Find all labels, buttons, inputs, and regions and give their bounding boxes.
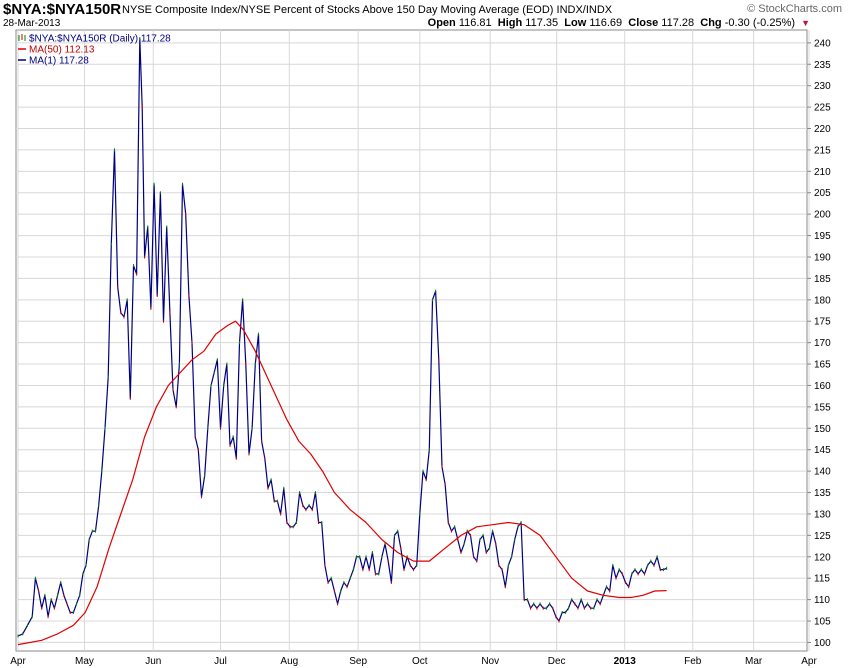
- symbol-description: NYSE Composite Index/NYSE Percent of Sto…: [122, 4, 612, 16]
- y-tick-label: 240: [814, 38, 831, 49]
- y-tick-label: 125: [814, 531, 831, 542]
- x-tick-label: Jul: [214, 656, 227, 667]
- legend-label: MA(50) 112.13: [29, 45, 95, 56]
- x-tick-label: Oct: [412, 656, 428, 667]
- y-tick-label: 190: [814, 252, 831, 263]
- y-tick-label: 150: [814, 424, 831, 435]
- ohlc-readout: Open 116.81 High 117.35 Low 116.69 Close…: [428, 17, 810, 29]
- plot-frame: [15, 29, 808, 652]
- y-tick-label: 145: [814, 445, 831, 456]
- y-tick-label: 135: [814, 488, 831, 499]
- y-tick-label: 120: [814, 552, 831, 563]
- x-tick-label: Jun: [145, 656, 161, 667]
- chart-date: 28-Mar-2013: [3, 18, 61, 29]
- open-label: Open: [427, 17, 456, 29]
- y-tick-label: 235: [814, 60, 831, 71]
- y-tick-label: 200: [814, 210, 831, 221]
- close-value: 117.28: [661, 17, 695, 29]
- y-tick-label: 140: [814, 467, 831, 478]
- y-tick-label: 160: [814, 381, 831, 392]
- y-tick-label: 165: [814, 360, 831, 371]
- legend-label: MA(1) 117.28: [29, 56, 89, 67]
- y-tick-label: 180: [814, 295, 831, 306]
- y-tick-label: 230: [814, 81, 831, 92]
- y-tick-label: 110: [814, 595, 830, 606]
- y-tick-label: 115: [814, 574, 830, 585]
- y-tick-label: 185: [814, 274, 831, 285]
- y-tick-label: 210: [814, 167, 831, 178]
- y-tick-label: 175: [814, 317, 831, 328]
- chg-value: -0.30 (-0.25%): [724, 17, 796, 29]
- y-axis: 100 105 110 115 120 125 130 135 140 145 150 155 160 1…: [807, 38, 831, 649]
- brand-label: © StockCharts.com: [747, 3, 842, 15]
- x-tick-label: 2013: [614, 656, 637, 667]
- y-tick-label: 130: [814, 509, 831, 520]
- x-tick-label: May: [75, 656, 94, 667]
- x-tick-label: Sep: [349, 656, 367, 667]
- high-value: 117.35: [525, 17, 559, 29]
- high-label: High: [497, 17, 523, 29]
- y-tick-label: 205: [814, 188, 831, 199]
- description-text: NYSE Composite Index/NYSE Percent of Sto…: [122, 4, 554, 16]
- x-axis: Apr May Jun Jul Aug Sep Oct Nov Dec 2013 Feb Mar Apr: [10, 656, 817, 667]
- x-tick-label: Mar: [745, 656, 763, 667]
- y-tick-label: 100: [814, 638, 831, 649]
- x-tick-label: Dec: [548, 656, 566, 667]
- chart-header: $NYA:$NYA150R NYSE Composite Index/NYSE …: [0, 0, 850, 30]
- low-value: 116.69: [589, 17, 623, 29]
- y-tick-label: 195: [814, 231, 831, 242]
- grid-lines: [16, 30, 810, 651]
- y-tick-label: 170: [814, 338, 831, 349]
- x-tick-label: Apr: [801, 656, 817, 667]
- close-label: Close: [628, 17, 659, 29]
- down-arrow-icon: ▼: [801, 18, 810, 28]
- ma50-line: [17, 320, 667, 646]
- exchange-text: INDX/INDX: [556, 4, 613, 16]
- y-tick-label: 105: [814, 617, 831, 628]
- y-tick-label: 225: [814, 103, 831, 114]
- y-tick-label: 155: [814, 402, 831, 413]
- x-tick-label: Apr: [10, 656, 26, 667]
- open-value: 116.81: [458, 17, 492, 29]
- y-tick-label: 215: [814, 145, 831, 156]
- symbol-title: $NYA:$NYA150R: [3, 1, 122, 18]
- x-tick-label: Feb: [684, 656, 702, 667]
- legend-label: $NYA:$NYA150R (Daily) 117.28: [29, 34, 171, 45]
- chg-label: Chg: [700, 17, 722, 29]
- low-label: Low: [564, 17, 587, 29]
- x-tick-label: Aug: [280, 656, 298, 667]
- series-lines: [17, 37, 668, 646]
- y-tick-label: 220: [814, 124, 831, 135]
- x-tick-label: Nov: [481, 656, 499, 667]
